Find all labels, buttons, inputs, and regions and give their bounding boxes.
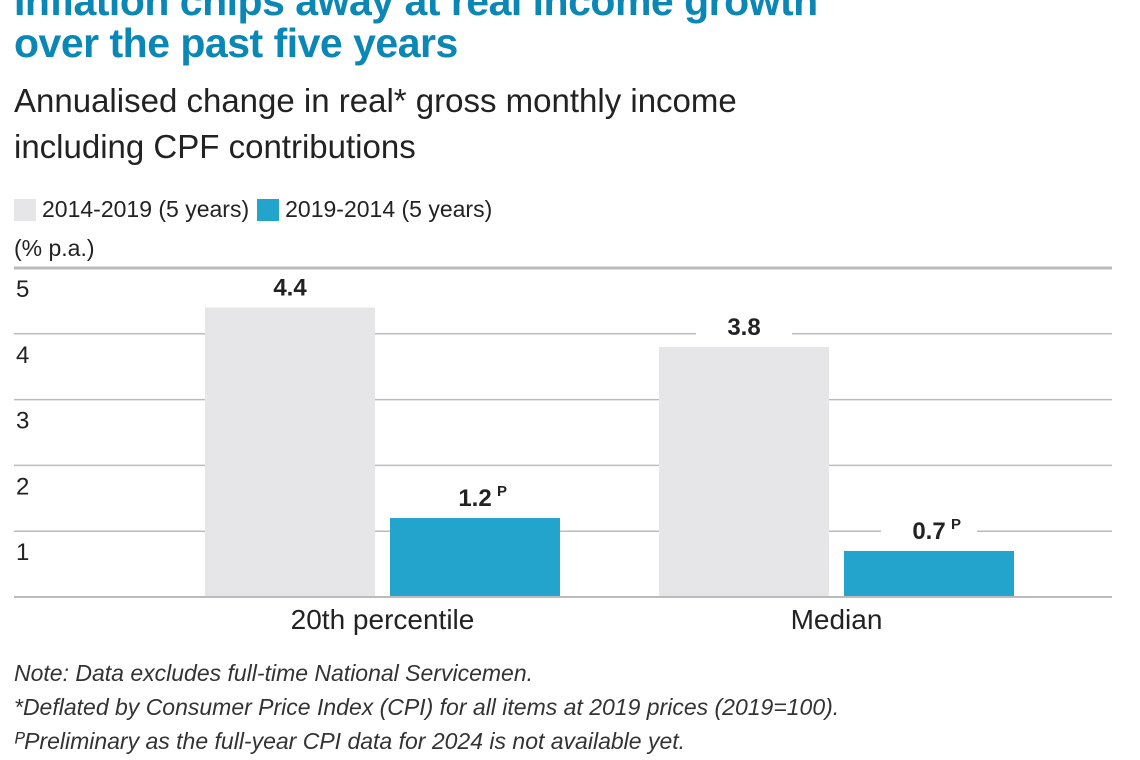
y-tick-label: 4 bbox=[16, 342, 29, 369]
data-label: 3.8 bbox=[727, 314, 760, 341]
chart-title-line-2: over the past five years bbox=[14, 20, 458, 66]
bar bbox=[659, 346, 829, 597]
note-3: ᴾPreliminary as the full-year CPI data f… bbox=[14, 728, 686, 754]
y-tick-label: 1 bbox=[16, 539, 29, 566]
preliminary-marker: P bbox=[951, 516, 961, 533]
data-label: 1.2 bbox=[458, 485, 491, 512]
y-tick-label: 3 bbox=[16, 408, 29, 435]
subtitle-line-1: Annualised change in real* gross monthly… bbox=[14, 82, 737, 119]
data-label-background bbox=[696, 314, 792, 341]
y-tick-label: 5 bbox=[16, 276, 29, 303]
bar bbox=[205, 307, 375, 597]
data-label-background bbox=[427, 486, 523, 513]
y-axis-unit: (% p.a.) bbox=[14, 235, 95, 261]
data-label-background bbox=[242, 275, 338, 302]
legend-label-2019-2024: 2019-2014 (5 years) bbox=[285, 196, 493, 222]
legend-swatch-2014-2019 bbox=[14, 198, 36, 221]
legend: 2014-2019 (5 years) 2019-2014 (5 years) bbox=[14, 196, 492, 223]
y-tick-label: 2 bbox=[16, 473, 29, 500]
preliminary-marker: P bbox=[497, 483, 507, 500]
data-label: 0.7 bbox=[912, 518, 945, 545]
bar bbox=[390, 518, 560, 597]
bar bbox=[844, 550, 1014, 597]
subtitle-line-2: including CPF contributions bbox=[14, 128, 416, 165]
x-category-label: 20th percentile bbox=[291, 604, 475, 635]
legend-swatch-2019-2024 bbox=[257, 198, 280, 221]
note-2: *Deflated by Consumer Price Index (CPI) … bbox=[14, 694, 840, 720]
x-category-label: Median bbox=[791, 604, 883, 635]
data-label: 4.4 bbox=[273, 274, 307, 301]
chart-title-line-1: Inflation chips away at real income grow… bbox=[14, 0, 818, 24]
data-label-background bbox=[881, 518, 977, 545]
legend-label-2014-2019: 2014-2019 (5 years) bbox=[42, 196, 250, 222]
note-1: Note: Data excludes full-time National S… bbox=[14, 660, 534, 686]
